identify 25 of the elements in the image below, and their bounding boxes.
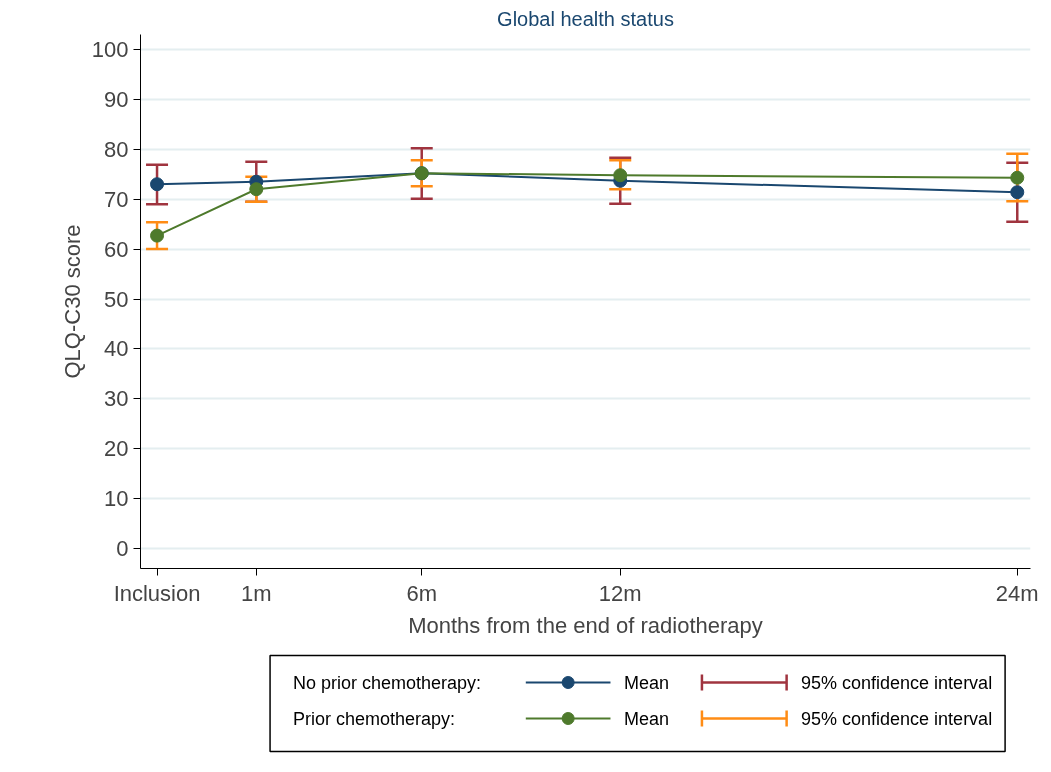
x-tick-label: 12m xyxy=(598,580,642,606)
y-tick-label: 10 xyxy=(104,486,129,512)
x-tick-label: Inclusion xyxy=(113,580,201,606)
y-tick-label: 40 xyxy=(104,336,129,362)
x-tick-label: 24m xyxy=(995,580,1039,606)
x-axis-title: Months from the end of radiotherapy xyxy=(408,612,763,638)
y-tick-label: 100 xyxy=(91,36,129,62)
y-tick-label: 70 xyxy=(104,186,129,212)
x-tick-label: 1m xyxy=(241,580,272,606)
text: No prior chemotherapy: xyxy=(292,672,482,693)
y-tick-label: 90 xyxy=(104,86,129,112)
y-tick-label: 20 xyxy=(104,436,129,462)
text: Prior chemotherapy: xyxy=(292,708,455,729)
legend-label: Mean xyxy=(624,672,670,693)
text: 95% confidence interval xyxy=(801,672,993,693)
y-tick-label: 60 xyxy=(104,236,129,262)
y-tick-label: 0 xyxy=(116,536,129,562)
y-tick-label: 50 xyxy=(104,286,129,312)
legend-label: Mean xyxy=(624,708,670,729)
text: 95% confidence interval xyxy=(801,708,993,729)
x-tick-label: 6m xyxy=(406,580,438,606)
y-axis-title: QLQ-C30 score xyxy=(59,224,85,379)
y-tick-label: 30 xyxy=(104,386,129,412)
y-tick-label: 80 xyxy=(104,136,129,162)
chart-title: Global health status xyxy=(497,7,674,30)
